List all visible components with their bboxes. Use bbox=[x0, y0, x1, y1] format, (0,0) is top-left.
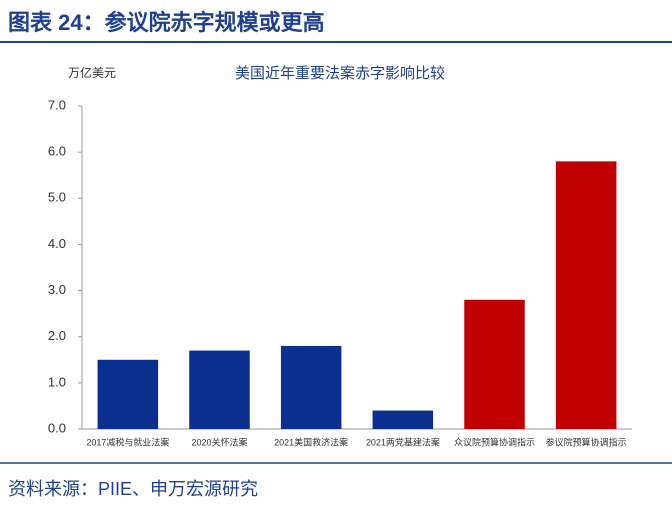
y-tick-label: 4.0 bbox=[48, 236, 66, 251]
x-tick-label: 2020关怀法案 bbox=[191, 436, 247, 447]
y-tick-label: 3.0 bbox=[48, 282, 66, 297]
bar bbox=[189, 350, 250, 429]
bar bbox=[97, 359, 159, 429]
y-tick-label: 6.0 bbox=[48, 144, 66, 159]
chart-title: 美国近年重要法案赤字影响比较 bbox=[235, 64, 445, 82]
y-tick-label: 1.0 bbox=[48, 374, 66, 389]
y-axis-label: 万亿美元 bbox=[68, 65, 116, 80]
header-title: 图表 24：参议院赤字规模或更高 bbox=[8, 10, 325, 35]
x-tick-label: 2021美国救济法案 bbox=[274, 436, 348, 447]
source: 资料来源：PIIE、申万宏源研究 bbox=[8, 479, 258, 499]
y-tick-label: 7.0 bbox=[48, 97, 66, 112]
y-tick-label: 0.0 bbox=[48, 420, 66, 435]
bar bbox=[372, 410, 434, 429]
x-tick-label: 参议院预算协调指示 bbox=[546, 436, 627, 447]
y-tick-label: 2.0 bbox=[48, 328, 66, 343]
x-tick-label: 2017减税与就业法案 bbox=[86, 436, 169, 447]
x-tick-label: 众议院预算协调指示 bbox=[454, 436, 535, 447]
bar bbox=[280, 345, 342, 429]
bar bbox=[464, 299, 525, 429]
y-tick-label: 5.0 bbox=[48, 190, 66, 205]
bar bbox=[555, 161, 617, 429]
x-tick-label: 2021两党基建法案 bbox=[366, 436, 440, 447]
